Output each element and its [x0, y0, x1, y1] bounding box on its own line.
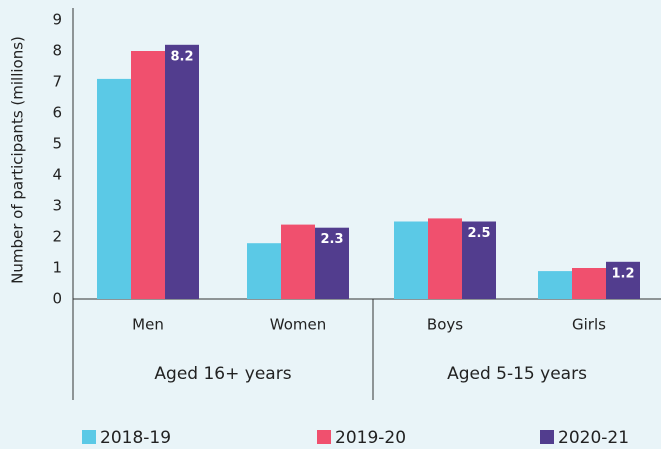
bar — [538, 271, 572, 299]
y-tick-label: 1 — [52, 259, 62, 277]
y-tick-label: 3 — [52, 197, 62, 215]
group-label: Aged 5-15 years — [447, 364, 587, 384]
legend-label: 2020-21 — [558, 428, 629, 448]
y-tick-label: 5 — [52, 135, 62, 153]
value-label: 2.5 — [467, 226, 490, 241]
bar — [131, 51, 165, 299]
bar — [606, 261, 640, 299]
x-tick-label: Women — [270, 316, 326, 334]
y-tick-label: 4 — [52, 166, 62, 184]
bar — [462, 221, 496, 299]
value-label: 1.2 — [611, 266, 634, 281]
y-axis-label: Number of participants (millions) — [9, 36, 27, 284]
legend-swatch — [540, 430, 554, 444]
x-tick-label: Girls — [572, 316, 606, 334]
bar — [315, 227, 349, 299]
bar — [428, 218, 462, 299]
bar — [281, 224, 315, 299]
legend-swatch — [317, 430, 331, 444]
x-tick-label: Men — [132, 316, 164, 334]
legend-swatch — [82, 430, 96, 444]
group-label: Aged 16+ years — [154, 364, 291, 384]
y-tick-label: 0 — [52, 290, 62, 308]
y-tick-label: 2 — [52, 228, 62, 246]
bar — [247, 243, 281, 299]
bar — [572, 268, 606, 299]
value-label: 8.2 — [170, 49, 193, 64]
y-tick-label: 6 — [52, 104, 62, 122]
bar — [97, 78, 131, 300]
legend-label: 2019-20 — [335, 428, 406, 448]
legend-label: 2018-19 — [100, 428, 171, 448]
y-tick-label: 7 — [52, 73, 62, 91]
y-tick-label: 9 — [52, 11, 62, 29]
bar — [165, 44, 199, 299]
bar — [394, 221, 428, 299]
x-tick-label: Boys — [427, 316, 463, 334]
value-label: 2.3 — [320, 232, 343, 247]
y-tick-label: 8 — [52, 42, 62, 60]
